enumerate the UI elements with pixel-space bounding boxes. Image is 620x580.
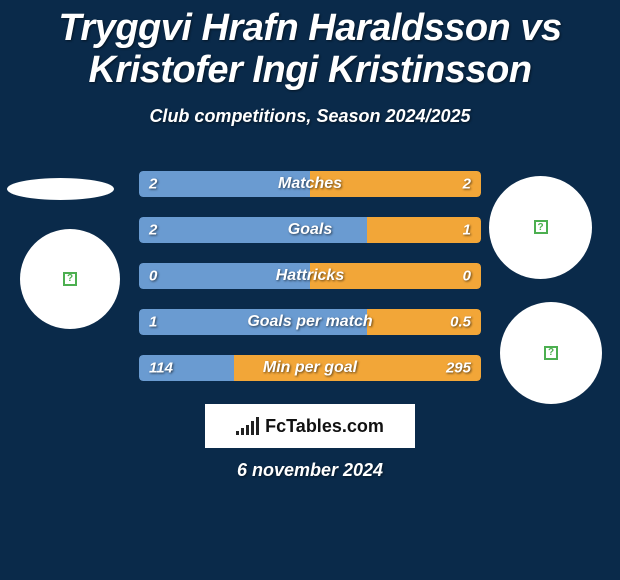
logo-text: FcTables.com [265,416,384,437]
stat-category: Goals per match [139,313,481,331]
stat-row: 114295Min per goal [139,355,481,381]
stat-category: Goals [139,221,481,239]
image-placeholder-icon: ? [534,220,548,234]
stat-category: Hattricks [139,267,481,285]
stat-category: Matches [139,175,481,193]
stat-row: 22Matches [139,171,481,197]
fctables-bars-icon [236,417,259,435]
stat-row: 00Hattricks [139,263,481,289]
avatar-right-1: ? [489,176,592,279]
avatar-right-2: ? [500,302,602,404]
decorative-oval [7,178,114,200]
image-placeholder-icon: ? [63,272,77,286]
subtitle: Club competitions, Season 2024/2025 [0,106,620,127]
page-title: Tryggvi Hrafn Haraldsson vs Kristofer In… [0,0,620,92]
stat-row: 10.5Goals per match [139,309,481,335]
date-text: 6 november 2024 [0,460,620,481]
bars-container: 22Matches 21Goals 00Hattricks 10.5Goals per… [139,171,481,401]
image-placeholder-icon: ? [544,346,558,360]
stats-area: 22Matches 21Goals 00Hattricks 10.5Goals per… [0,171,620,391]
stat-category: Min per goal [139,359,481,377]
avatar-left: ? [20,229,120,329]
stat-row: 21Goals [139,217,481,243]
logo-bar: FcTables.com [205,404,415,448]
